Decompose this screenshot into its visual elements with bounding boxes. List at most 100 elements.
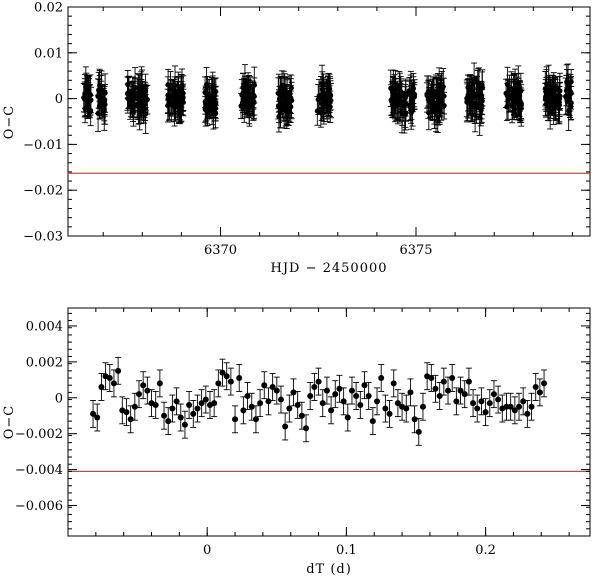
data-point	[248, 392, 255, 421]
data-point	[395, 83, 402, 121]
marker	[252, 416, 259, 423]
x-tick-label: 6375	[399, 243, 432, 258]
marker	[307, 392, 314, 399]
marker	[470, 400, 477, 407]
data-point	[361, 371, 368, 400]
data-point	[198, 389, 205, 418]
data-point	[432, 374, 439, 403]
marker	[471, 76, 477, 82]
marker	[386, 410, 393, 417]
marker	[336, 385, 343, 392]
marker	[314, 108, 320, 114]
marker	[512, 90, 518, 96]
data-point	[290, 378, 297, 407]
marker	[382, 405, 389, 412]
marker	[419, 403, 426, 410]
marker	[303, 425, 310, 432]
data-point	[288, 81, 295, 120]
data-point	[470, 389, 477, 418]
marker	[124, 90, 131, 97]
marker	[238, 103, 244, 109]
data-point	[476, 67, 483, 106]
marker	[85, 100, 92, 106]
marker	[198, 400, 205, 407]
data-point	[449, 364, 456, 392]
y-tick-label: 0.01	[34, 46, 63, 61]
marker	[161, 412, 168, 419]
marker	[432, 385, 439, 392]
marker	[219, 369, 226, 376]
marker	[144, 387, 151, 394]
marker	[348, 387, 355, 394]
marker	[541, 380, 548, 387]
data-point	[434, 84, 441, 122]
data-point	[96, 68, 103, 103]
marker	[278, 102, 284, 108]
marker	[461, 391, 468, 398]
marker	[435, 100, 441, 106]
marker	[315, 378, 322, 385]
y-tick-label: 0	[55, 391, 63, 406]
marker	[127, 416, 134, 423]
marker	[520, 398, 527, 405]
marker	[177, 414, 184, 421]
data-point	[323, 376, 330, 405]
data-point	[353, 382, 360, 410]
data-point	[495, 385, 502, 414]
x-tick-label: 0.1	[336, 543, 357, 558]
data-point	[436, 382, 443, 410]
y-tick-label: −0.01	[23, 138, 63, 153]
data-point	[241, 82, 248, 123]
data-point	[390, 369, 397, 398]
marker	[277, 396, 284, 403]
data-point	[391, 81, 398, 123]
data-point	[131, 392, 138, 421]
data-point	[142, 87, 149, 114]
data-point	[469, 89, 476, 122]
marker	[549, 95, 555, 102]
marker	[369, 418, 376, 425]
data-point	[257, 389, 264, 418]
marker	[286, 405, 293, 412]
y-tick-label: −0.006	[15, 499, 63, 514]
data-point	[135, 73, 142, 113]
data-point	[278, 88, 285, 122]
marker	[294, 401, 301, 408]
data-point	[344, 403, 351, 432]
data-point	[269, 373, 276, 401]
data-point	[382, 394, 389, 423]
marker	[408, 88, 414, 94]
marker	[415, 428, 422, 435]
data-point	[94, 403, 101, 432]
data-point	[486, 389, 493, 418]
marker	[102, 90, 108, 96]
marker	[394, 400, 401, 407]
data-point	[563, 75, 570, 107]
marker	[131, 403, 138, 410]
data-point	[169, 394, 176, 423]
marker	[96, 82, 103, 89]
marker	[361, 382, 368, 389]
marker	[516, 403, 523, 410]
marker	[128, 97, 134, 103]
marker	[543, 94, 549, 100]
marker	[464, 99, 471, 105]
data-point	[194, 394, 201, 423]
marker	[82, 96, 88, 103]
data-point	[327, 78, 334, 111]
data-point	[482, 398, 489, 427]
marker	[90, 410, 97, 417]
data-point	[319, 389, 326, 418]
x-tick-label: 0	[203, 543, 211, 558]
data-point	[127, 82, 134, 118]
data-point	[403, 394, 410, 423]
marker	[474, 92, 480, 99]
marker	[478, 398, 485, 405]
marker	[567, 89, 574, 95]
marker	[457, 387, 464, 394]
marker	[110, 380, 117, 387]
marker	[477, 100, 483, 106]
data-point	[124, 76, 131, 111]
data-point	[282, 412, 289, 441]
marker	[179, 98, 186, 104]
